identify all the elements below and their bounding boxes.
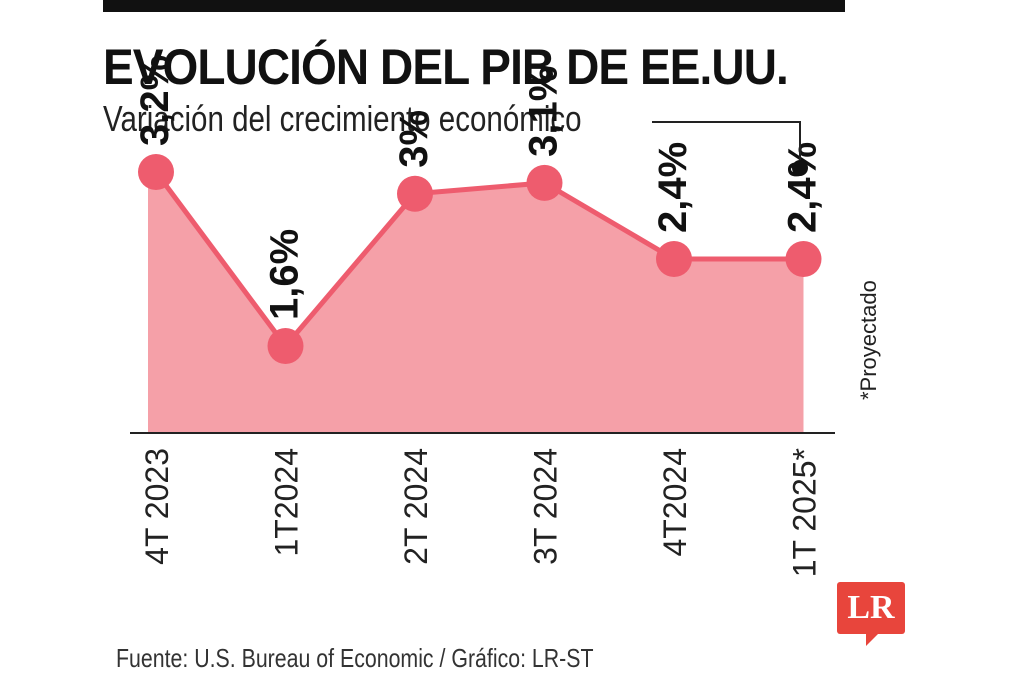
data-point-4: [526, 164, 563, 201]
projection-dot: [792, 160, 808, 176]
data-label-3: 3%: [392, 110, 436, 168]
area-fill: [148, 172, 804, 433]
data-point-5: [656, 241, 692, 277]
lr-logo-text: LR: [847, 589, 895, 626]
lr-logo: LR: [837, 582, 905, 634]
category-label-3: 2T 2024: [398, 448, 434, 565]
projection-note: *Proyectado: [856, 280, 881, 400]
projection-leader-line: [652, 121, 801, 160]
lr-logo-tail: [866, 632, 880, 646]
category-label-4: 3T 2024: [528, 448, 564, 565]
chart-title: EVOLUCIÓN DEL PIB DE EE.UU.: [103, 39, 789, 95]
data-label-4: 3,1%: [522, 66, 566, 157]
data-label-6: 2,4%: [781, 142, 825, 233]
category-label-6: 1T 2025*: [787, 448, 823, 577]
data-point-2: [267, 328, 304, 364]
category-label-2: 1T2024: [269, 448, 305, 557]
data-point-3: [397, 175, 433, 212]
top-rule: [103, 0, 845, 12]
data-label-1: 3,2%: [133, 55, 177, 146]
data-label-2: 1,6%: [263, 229, 307, 320]
data-label-5: 2,4%: [651, 142, 695, 233]
series-line: [153, 170, 804, 349]
source-footer: Fuente: U.S. Bureau of Economic / Gráfic…: [116, 643, 594, 673]
data-point-6: [785, 241, 822, 277]
category-label-5: 4T2024: [657, 448, 693, 557]
data-point-1: [138, 154, 174, 190]
chart-subtitle: Variación del crecimiento económico: [103, 98, 582, 139]
category-label-1: 4T 2023: [139, 448, 175, 565]
